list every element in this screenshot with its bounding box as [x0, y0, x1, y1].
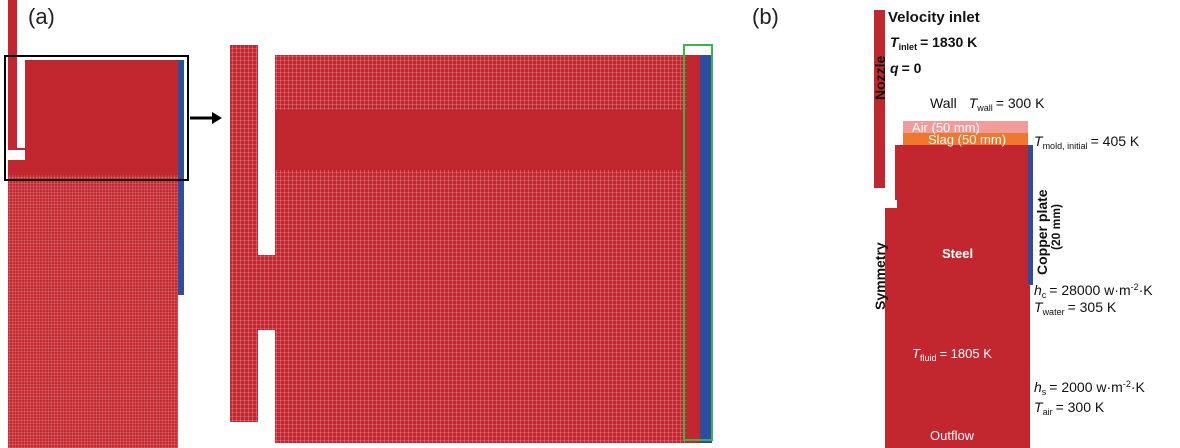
text-part: = 300 K [996, 95, 1045, 111]
text-part: air [1043, 407, 1053, 417]
text-part: water [1042, 307, 1065, 317]
text-part: = 405 K [1091, 133, 1140, 149]
layer-label: Slag (50 mm) [928, 132, 1006, 147]
text-part: fluid [920, 353, 937, 363]
figure: (a) (b) Velocity inlet Tinlet= 1830 K q=… [0, 0, 1180, 448]
text-part: h [1034, 282, 1042, 298]
boundary-label: Nozzle [872, 55, 888, 100]
text-part: = 1805 K [939, 346, 992, 361]
text-part: inlet [899, 42, 918, 52]
boundary-label: Tair= 300 K [1034, 399, 1105, 417]
mesh-overview [5, 0, 222, 448]
text-part: = 28000 w·m [1049, 282, 1130, 298]
boundary-label: q= 0 [890, 60, 922, 76]
boundary-label: Copper plate [1034, 189, 1050, 275]
region-label: Steel [942, 246, 973, 261]
boundary-label: Tmold, initial= 405 K [1034, 133, 1140, 151]
text-part: = 300 K [1056, 399, 1105, 415]
boundary-label: hc= 28000 w·m-2·K [1034, 282, 1153, 300]
text-part: q [890, 60, 899, 76]
boundary-label: hs= 2000 w·m-2·K [1034, 379, 1146, 397]
text-part: ·K [1139, 282, 1154, 298]
text-part: h [1034, 379, 1042, 395]
text-part: s [1042, 387, 1047, 397]
text-part: = 305 K [1068, 299, 1117, 315]
boundary-label: Tinlet= 1830 K [890, 34, 977, 52]
text-part: -2 [1131, 282, 1139, 292]
text-part: -2 [1123, 379, 1131, 389]
text-part: = 2000 w·m [1049, 379, 1123, 395]
text-part: mold, initial [1043, 141, 1088, 151]
text-part: ·K [1131, 379, 1146, 395]
mesh-zoom [230, 45, 712, 443]
boundary-label: Velocity inlet [888, 9, 980, 26]
text-part: wall [976, 103, 993, 113]
boundary-label: Outflow [930, 428, 975, 443]
panel-label: (a) [28, 4, 55, 29]
panel-label: (b) [752, 4, 779, 29]
text-part: Wall [930, 95, 957, 111]
boundary-label: Symmetry [872, 242, 888, 310]
boundary-label: (20 mm) [1049, 204, 1063, 250]
text-part: = 1830 K [920, 34, 977, 50]
boundary-label: Twater= 305 K [1034, 299, 1117, 317]
text-part: = 0 [902, 60, 922, 76]
